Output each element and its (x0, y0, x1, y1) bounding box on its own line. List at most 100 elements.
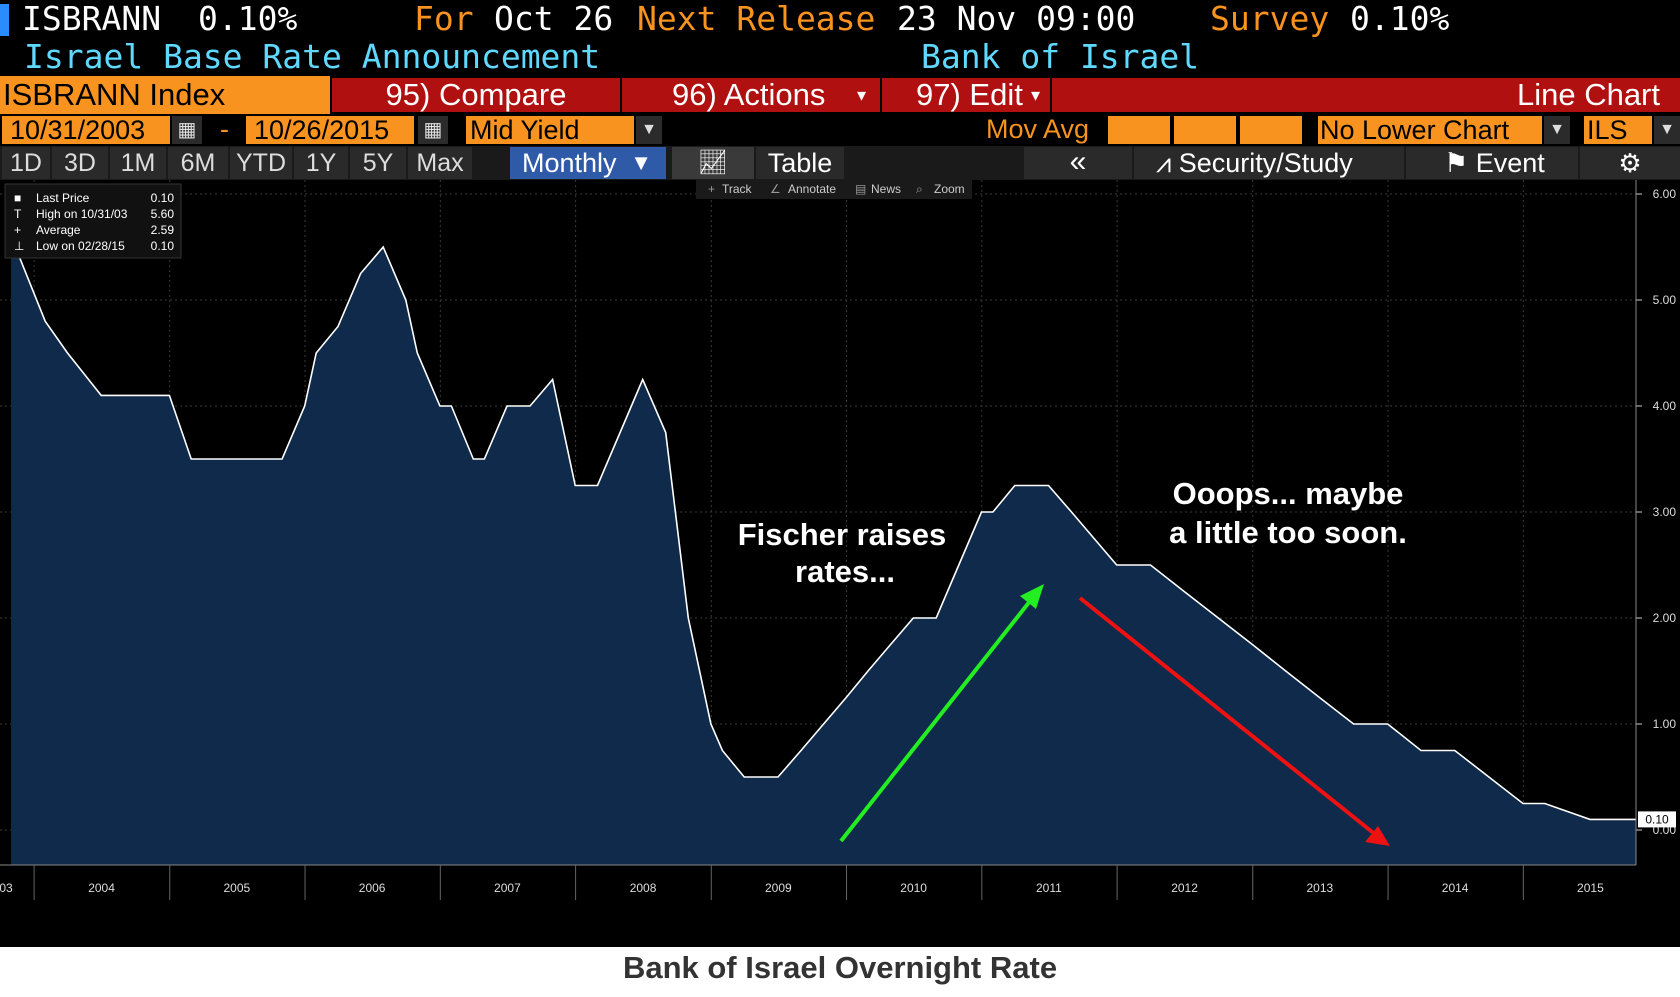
last-value: 0.10% (198, 0, 298, 38)
annotate-button[interactable]: Annotate (788, 182, 836, 196)
legend-icon: + (14, 223, 21, 237)
track-icon: + (708, 182, 715, 196)
flag-icon: ⚑ (1444, 148, 1476, 178)
table-button[interactable]: Table (756, 147, 844, 179)
security-study-button[interactable]: ⩘ Security/Study (1134, 147, 1404, 179)
range-button-1m[interactable]: 1M (110, 147, 166, 179)
event-label: Event (1475, 148, 1545, 178)
legend-icon: ⊥ (14, 239, 24, 253)
legend-rows: ■ Last Price 0.10 T High on 10/31/03 5.60 + Ave… (14, 191, 174, 253)
currency-select[interactable]: ILS (1584, 116, 1652, 144)
y-tick-label: 2.00 (1653, 611, 1677, 625)
event-button[interactable]: ⚑ Event (1406, 147, 1578, 179)
actions-button[interactable]: 96) Actions ▾ (620, 78, 880, 112)
chevron-down-icon[interactable]: ▼ (636, 116, 662, 144)
view-type[interactable]: Line Chart (1050, 78, 1680, 112)
edit-button[interactable]: 97) Edit ▾ (880, 78, 1050, 112)
last-value-flag (1638, 811, 1676, 828)
end-date-field[interactable]: 10/26/2015 (246, 116, 414, 144)
back-button[interactable]: « (1024, 147, 1132, 179)
oops-annotation-line2: a little too soon. (1169, 515, 1407, 550)
range-button-max[interactable]: Max (408, 147, 472, 179)
range-button-1d[interactable]: 1D (2, 147, 50, 179)
calendar-icon[interactable]: ▦ (172, 116, 202, 144)
down-arrow (1078, 596, 1390, 846)
next-release-label: Next Release (637, 0, 876, 38)
chevron-down-icon[interactable]: ▼ (1544, 116, 1570, 144)
x-tick-label: 2014 (1442, 881, 1469, 895)
start-date-field[interactable]: 10/31/2003 (2, 116, 170, 144)
legend-label: Low on 02/28/15 (36, 239, 125, 253)
rate-chart: 0.001.002.003.004.005.006.000.10 03 2004 2… (0, 180, 1680, 947)
line-chart-icon[interactable]: 📈︎ (672, 147, 754, 179)
x-tick-label: 2008 (630, 881, 657, 895)
calendar-icon[interactable]: ▦ (418, 116, 448, 144)
news-icon: ▤ (855, 182, 866, 196)
mov-avg-field-3[interactable] (1240, 116, 1302, 144)
up-arrow (839, 584, 1044, 843)
y-tick-label: 1.00 (1653, 717, 1677, 731)
mov-avg-field-2[interactable] (1174, 116, 1236, 144)
lower-chart-select[interactable]: No Lower Chart (1318, 116, 1542, 144)
y-axis: 0.001.002.003.004.005.006.000.10 (1635, 180, 1677, 865)
range-button-6m[interactable]: 6M (168, 147, 228, 179)
chart-caption: Bank of Israel Overnight Rate (622, 950, 1058, 985)
x-tick-label: 2005 (223, 881, 250, 895)
survey-label: Survey (1210, 0, 1330, 38)
track-button[interactable]: Track (722, 182, 753, 196)
news-button[interactable]: News (871, 182, 901, 196)
x-tick-label: 2012 (1171, 881, 1198, 895)
selection-marker (0, 4, 9, 36)
legend-value: 2.59 (151, 223, 175, 237)
date-dash: - (220, 114, 229, 144)
legend-icon: T (14, 207, 22, 221)
description: Israel Base Rate Announcement (24, 37, 601, 76)
x-tick-label: 2011 (1036, 881, 1062, 895)
dropdown-arrow-icon: ▾ (1030, 85, 1040, 105)
range-button-3d[interactable]: 3D (52, 147, 108, 179)
edit-label: 97) Edit (916, 77, 1023, 112)
range-toolbar: 1D 3D 1M 6M YTD 1Y 5Y Max Monthly ▼ 📈︎ Table « ⩘… (0, 146, 1680, 180)
legend-icon: ■ (14, 191, 21, 205)
ticker: ISBRANN (22, 0, 162, 38)
chevron-down-icon[interactable]: ▼ (1654, 116, 1680, 144)
rate-area (11, 236, 1636, 865)
x-tick-label: 2010 (900, 881, 927, 895)
zoom-icon: ⌕ (916, 182, 923, 196)
legend: ■ Last Price 0.10 T High on 10/31/03 5.60 + Ave… (4, 183, 182, 259)
x-tick-label: 2007 (494, 881, 521, 895)
field-select[interactable]: Mid Yield (466, 116, 634, 144)
frequency-select[interactable]: Monthly ▼ (510, 147, 666, 179)
x-tick-label: 2015 (1577, 881, 1604, 895)
y-tick-label: 3.00 (1653, 505, 1677, 519)
y-tick-label: 4.00 (1653, 399, 1677, 413)
up-arrow-head (1020, 584, 1044, 609)
zoom-button[interactable]: Zoom (934, 182, 965, 196)
legend-box (4, 183, 182, 259)
range-button-ytd[interactable]: YTD (230, 147, 292, 179)
chart-toolbar-bg (696, 180, 972, 199)
dropdown-arrow-icon: ▾ (856, 85, 866, 105)
security-study-label: Security/Study (1178, 148, 1353, 178)
x-axis: 03 2004 2005 2006 2007 2008 2009 2010 2011 2012 20… (0, 864, 1680, 900)
header: ISBRANN 0.10% For Oct 26 Next Release 23… (0, 0, 1680, 76)
range-button-1y[interactable]: 1Y (294, 147, 348, 179)
last-value-label: 0.10 (1645, 812, 1669, 826)
x-axis-band (0, 865, 1680, 900)
down-arrow-shaft (1078, 596, 1378, 837)
chevron-down-icon: ▼ (630, 150, 652, 175)
oops-annotation-line1: Ooops... maybe (1173, 476, 1404, 511)
index-label[interactable]: ISBRANN Index (0, 76, 330, 114)
source: Bank of Israel (921, 37, 1200, 76)
raise-annotation-line1: Fischer raises (738, 517, 947, 552)
controls-bar: 10/31/2003 ▦ - 10/26/2015 ▦ Mid Yield ▼ … (0, 114, 1680, 146)
compare-button[interactable]: 95) Compare (330, 78, 620, 112)
mov-avg-field-1[interactable] (1108, 116, 1170, 144)
y-tick-label: 6.00 (1653, 187, 1677, 201)
range-button-5y[interactable]: 5Y (350, 147, 406, 179)
actions-label: 96) Actions (672, 77, 826, 112)
x-tick-label: 2013 (1306, 881, 1333, 895)
x-tick-label: 03 (0, 881, 13, 895)
legend-label: Average (36, 223, 81, 237)
gear-icon[interactable]: ⚙ (1580, 147, 1680, 179)
